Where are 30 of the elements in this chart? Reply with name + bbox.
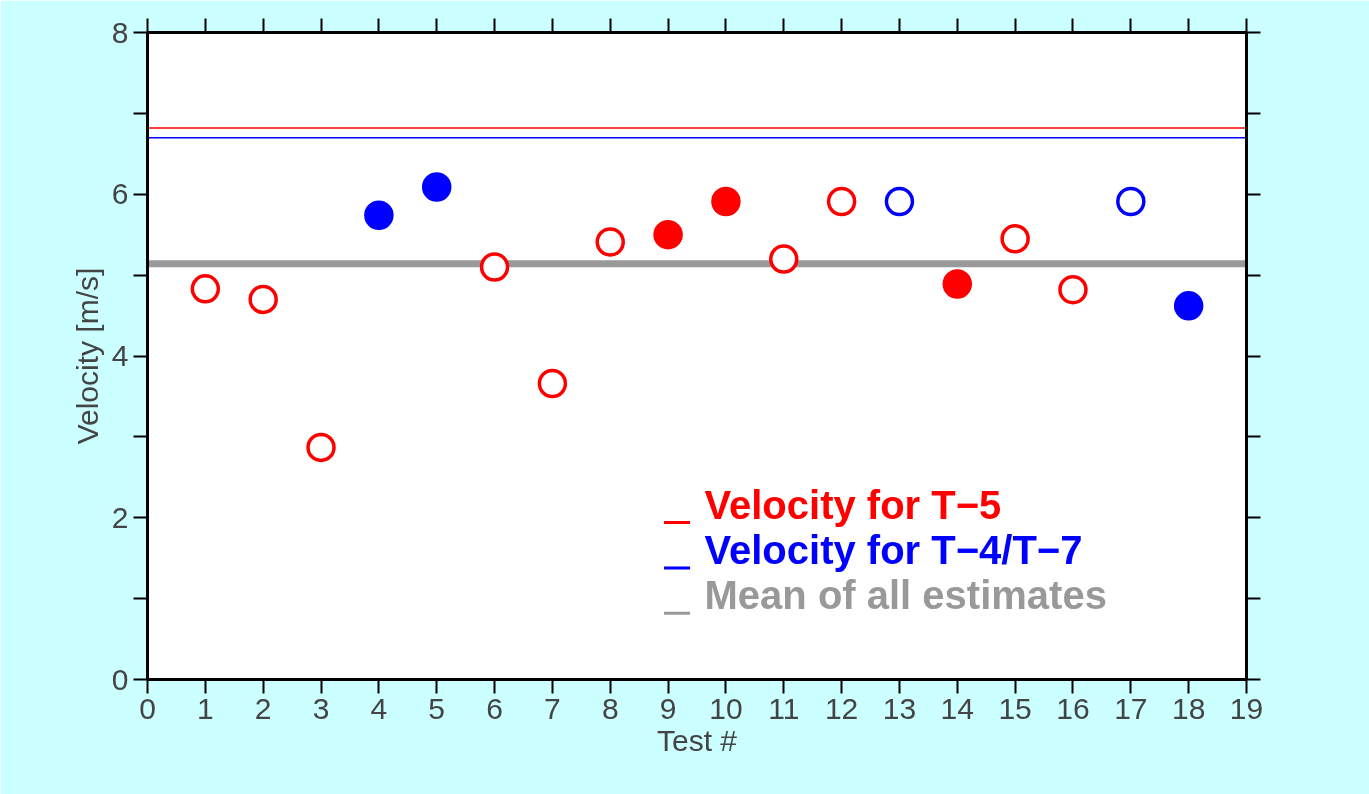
x-axis-title: Test # bbox=[656, 723, 738, 757]
x-tick-label: 4 bbox=[370, 691, 388, 725]
legend-label: Velocity for T−5 bbox=[704, 482, 1002, 527]
x-tick-label: 7 bbox=[544, 691, 561, 725]
x-tick-label: 2 bbox=[254, 691, 272, 725]
x-tick-label: 12 bbox=[824, 691, 859, 725]
y-tick-label: 0 bbox=[111, 662, 129, 696]
y-axis-title: Velocity [m/s] bbox=[70, 267, 104, 445]
x-tick-label: 13 bbox=[882, 691, 917, 725]
x-tick-label: 14 bbox=[940, 691, 974, 725]
x-tick-label: 10 bbox=[709, 691, 743, 725]
x-tick-label: 8 bbox=[601, 691, 619, 725]
y-tick-label: 4 bbox=[111, 339, 129, 372]
y-tick-label: 2 bbox=[111, 500, 129, 534]
y-tick-label: 8 bbox=[111, 15, 129, 49]
legend-label: Mean of all estimates bbox=[704, 573, 1107, 618]
x-tick-label: 3 bbox=[312, 691, 330, 725]
x-tick-label: 9 bbox=[659, 691, 677, 725]
legend-label: Velocity for T−4/T−7 bbox=[704, 528, 1083, 573]
x-tick-label: 16 bbox=[1056, 691, 1090, 725]
x-tick-label: 5 bbox=[428, 691, 446, 725]
x-tick-label: 11 bbox=[768, 691, 800, 725]
x-tick-label: 19 bbox=[1229, 691, 1264, 725]
x-tick-label: 0 bbox=[139, 691, 156, 725]
x-tick-label: 15 bbox=[998, 691, 1032, 725]
x-tick-label: 6 bbox=[486, 691, 503, 725]
x-tick-label: 1 bbox=[197, 691, 214, 725]
x-tick-label: 17 bbox=[1114, 691, 1148, 725]
x-tick-label: 18 bbox=[1171, 691, 1206, 725]
y-tick-label: 6 bbox=[111, 177, 129, 211]
